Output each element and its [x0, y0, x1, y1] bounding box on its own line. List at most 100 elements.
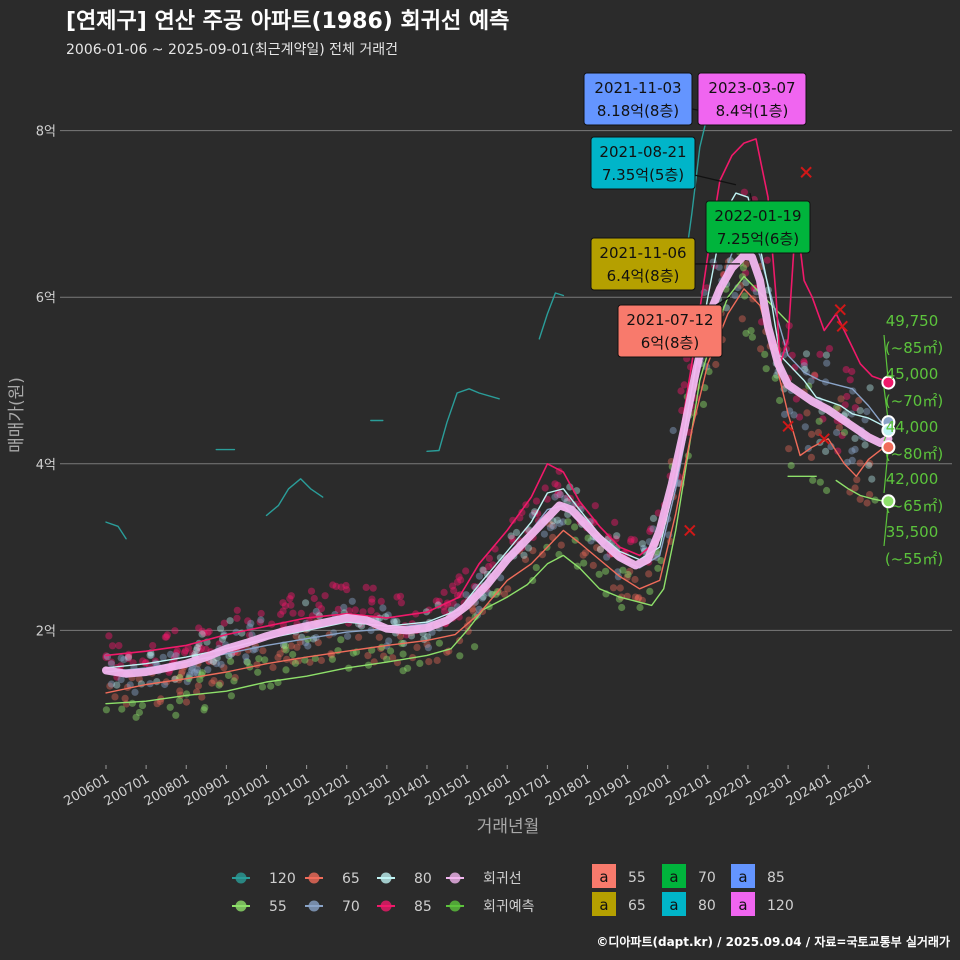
scatter-point-80	[520, 551, 528, 559]
scatter-point-85	[233, 606, 241, 614]
scatter-point-85	[277, 610, 285, 619]
scatter-point-80	[407, 632, 416, 640]
scatter-point-65	[433, 656, 441, 665]
legend-line-label: 80	[414, 871, 432, 887]
scatter-point-70	[107, 680, 116, 688]
scatter-point-85	[321, 592, 329, 600]
scatter-point-85	[115, 642, 123, 650]
scatter-point-85	[457, 576, 465, 584]
scatter-point-65	[837, 395, 845, 403]
scatter-point-70	[120, 656, 128, 664]
scatter-point-65	[210, 658, 218, 666]
scatter-point-55	[636, 603, 644, 612]
scatter-point-85	[432, 597, 440, 605]
scatter-point-80	[198, 630, 206, 638]
annotation-date: 2021-11-06	[599, 244, 686, 262]
legend-line-label: 120	[269, 871, 296, 887]
scatter-point-85	[345, 607, 353, 615]
series-line-120	[265, 478, 324, 517]
scatter-point-85	[233, 614, 241, 622]
legend-dot-key	[308, 900, 320, 912]
scatter-point-55	[699, 400, 708, 408]
scatter-point-85	[532, 497, 541, 505]
scatter-point-65	[538, 551, 547, 559]
scatter-point-85	[841, 401, 849, 409]
forecast-leader	[883, 501, 889, 547]
series-line-120	[538, 292, 565, 340]
scatter-point-55	[337, 636, 345, 644]
scatter-point-85	[205, 627, 213, 636]
scatter-point-55	[255, 655, 263, 663]
scatter-point-85	[287, 601, 295, 609]
annotation-date: 2022-01-19	[714, 207, 801, 225]
scatter-point-65	[269, 663, 277, 672]
scatter-point-85	[848, 367, 856, 376]
scatter-point-55	[618, 603, 626, 612]
scatter-point-55	[383, 655, 391, 663]
scatter-point-65	[153, 700, 161, 708]
scatter-point-85	[343, 586, 351, 594]
scatter-point-65	[803, 409, 811, 417]
forecast-point	[881, 440, 896, 455]
scatter-point-85	[215, 640, 223, 648]
legend-label-glyph: a	[599, 868, 608, 886]
scatter-point-70	[242, 653, 250, 661]
scatter-point-55	[118, 705, 126, 713]
outlier-marker	[800, 166, 812, 178]
scatter-point-55	[201, 704, 209, 712]
scatter-point-70	[348, 597, 356, 605]
scatter-point-65	[425, 658, 433, 666]
forecast-size: (~70㎡)	[885, 392, 943, 410]
scatter-point-55	[529, 576, 537, 585]
scatter-point-85	[202, 645, 210, 654]
scatter-point-85	[351, 606, 359, 614]
legend-label-key	[662, 864, 686, 888]
scatter-point-65	[866, 491, 874, 499]
scatter-point-65	[287, 642, 295, 650]
scatter-point-85	[825, 345, 834, 353]
scatter-point-80	[113, 681, 121, 689]
scatter-point-85	[509, 516, 517, 524]
scatter-point-85	[307, 587, 316, 595]
scatter-point-55	[138, 702, 147, 710]
scatter-point-55	[399, 667, 407, 675]
scatter-point-65	[856, 459, 864, 467]
scatter-point-65	[501, 590, 509, 598]
scatter-point-85	[811, 372, 819, 380]
scatter-point-65	[557, 541, 565, 549]
scatter-point-70	[147, 651, 155, 659]
scatter-point-55	[762, 365, 770, 373]
grid	[60, 130, 952, 631]
annotation-date: 2021-08-21	[599, 143, 686, 161]
scatter-point-70	[390, 617, 398, 625]
forecast-size: (~55㎡)	[885, 550, 943, 568]
series-line-65	[105, 288, 886, 694]
scatter-point-70	[217, 660, 225, 668]
scatter-point-65	[529, 547, 537, 555]
scatter-point-85	[257, 609, 265, 618]
scatter-point-55	[776, 396, 784, 405]
scatter-point-85	[244, 617, 252, 625]
scatter-point-55	[619, 566, 627, 574]
outlier-marker	[818, 433, 830, 445]
scatter-point-65	[589, 561, 597, 570]
scatter-point-85	[397, 599, 405, 607]
scatter-point-65	[465, 616, 473, 624]
scatter-point-55	[166, 703, 174, 711]
annotation-box	[617, 304, 723, 358]
scatter-point-55	[176, 697, 184, 705]
chart-title: [연제구] 연산 주공 아파트(1986) 회귀선 예측	[66, 9, 509, 34]
scatter-point-85	[816, 350, 824, 358]
scatter-point-55	[378, 643, 386, 651]
scatter-point-80	[124, 653, 133, 661]
scatter-point-80	[566, 483, 574, 491]
scatter-point-70	[159, 653, 167, 661]
y-tick-label: 6억	[36, 291, 56, 306]
scatter-point-70	[204, 666, 212, 674]
scatter-point-70	[561, 495, 569, 503]
scatter-point-65	[785, 445, 793, 453]
scatter-point-70	[186, 671, 194, 679]
scatter-point-65	[355, 633, 363, 641]
scatter-point-65	[866, 459, 874, 468]
scatter-point-70	[424, 644, 432, 652]
